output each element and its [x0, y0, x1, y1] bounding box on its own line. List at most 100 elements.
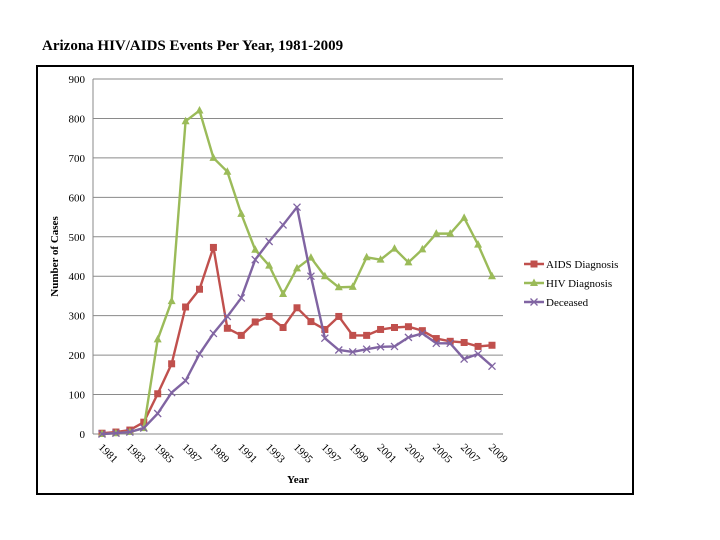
legend-item-deceased: Deceased	[524, 297, 589, 309]
data-point-aids-diagnosis	[182, 303, 190, 311]
y-tick-label: 500	[69, 232, 86, 244]
data-point-deceased	[111, 429, 120, 438]
data-point-deceased	[404, 333, 413, 342]
data-point-aids-diagnosis	[391, 324, 398, 331]
y-tick-labels: 0 100 200 300 400 500 600 700 800 900	[69, 74, 86, 441]
data-point-hiv-diagnosis	[432, 229, 441, 237]
data-point-aids-diagnosis	[432, 335, 440, 343]
data-point-aids-diagnosis	[474, 342, 482, 350]
data-point-hiv-diagnosis	[334, 282, 343, 291]
legend-item-aids-diagnosis: AIDS Diagnosis	[524, 259, 618, 271]
legend-marker-hiv-diagnosis	[530, 278, 538, 286]
data-point-deceased	[460, 355, 469, 364]
legend-item-hiv-diagnosis: HIV Diagnosis	[524, 278, 612, 290]
data-point-hiv-diagnosis	[181, 116, 190, 125]
x-tick-label: 1999	[347, 442, 371, 466]
data-point-aids-diagnosis	[293, 304, 301, 312]
data-point-aids-diagnosis	[196, 285, 203, 293]
x-tick-label: 1983	[124, 442, 148, 466]
data-point-hiv-diagnosis	[320, 271, 329, 280]
data-point-aids-diagnosis	[363, 331, 371, 339]
data-point-hiv-diagnosis	[251, 245, 260, 253]
series-line-deceased	[101, 205, 493, 436]
data-point-aids-diagnosis	[460, 338, 468, 346]
data-point-deceased	[265, 237, 274, 246]
legend-label-deceased: Deceased	[546, 297, 589, 309]
data-point-aids-diagnosis	[168, 360, 176, 368]
data-point-deceased	[488, 362, 496, 371]
data-point-deceased	[237, 293, 246, 302]
data-point-aids-diagnosis	[321, 325, 329, 333]
x-tick-label: 1989	[207, 442, 231, 466]
data-point-aids-diagnosis	[209, 243, 217, 251]
y-axis-title: Number of Cases	[49, 216, 61, 297]
data-point-deceased	[181, 376, 190, 385]
data-point-aids-diagnosis	[223, 324, 231, 332]
x-tick-label: 1997	[319, 442, 343, 466]
x-tick-label: 2009	[486, 442, 510, 466]
data-point-aids-diagnosis	[265, 312, 273, 320]
data-point-deceased	[348, 347, 357, 356]
y-tick-label: 300	[69, 311, 86, 323]
x-tick-label: 2003	[402, 442, 426, 466]
data-point-deceased	[251, 255, 260, 264]
data-point-hiv-diagnosis	[279, 289, 288, 297]
x-tick-label: 1995	[291, 442, 315, 466]
x-tick-labels: 1981 1983 1985 1987 1989 1991 1993 1995 1997 1999…	[96, 442, 510, 466]
data-point-deceased	[209, 329, 218, 338]
series-lines	[98, 106, 496, 438]
data-point-aids-diagnosis	[154, 390, 162, 398]
gridlines	[92, 78, 503, 435]
data-point-deceased	[418, 329, 427, 338]
data-point-hiv-diagnosis	[237, 209, 246, 217]
data-point-hiv-diagnosis	[390, 244, 399, 252]
data-point-deceased	[334, 346, 343, 354]
x-tick-label: 1981	[96, 442, 120, 466]
data-point-hiv-diagnosis	[293, 263, 301, 272]
series-hiv-diagnosis	[98, 106, 496, 437]
data-point-deceased	[432, 339, 441, 348]
data-point-aids-diagnosis	[279, 324, 287, 331]
data-point-hiv-diagnosis	[348, 282, 357, 290]
data-point-aids-diagnosis	[237, 331, 245, 339]
legend-label-hiv-diagnosis: HIV Diagnosis	[546, 278, 612, 290]
data-point-hiv-diagnosis	[153, 334, 162, 343]
series-deceased	[98, 203, 496, 438]
x-tick-label: 2001	[374, 442, 398, 466]
data-point-aids-diagnosis	[349, 331, 357, 339]
data-point-hiv-diagnosis	[404, 257, 413, 266]
legend-marker-deceased	[530, 298, 538, 306]
data-point-deceased	[223, 312, 232, 321]
x-tick-label: 1991	[235, 442, 259, 466]
y-tick-label: 0	[80, 429, 86, 441]
data-point-hiv-diagnosis	[460, 213, 469, 221]
data-point-deceased	[474, 349, 483, 358]
data-point-deceased	[125, 428, 134, 436]
data-point-aids-diagnosis	[446, 337, 454, 345]
y-tick-label: 100	[69, 390, 86, 402]
data-point-hiv-diagnosis	[446, 229, 455, 237]
legend-label-aids-diagnosis: AIDS Diagnosis	[546, 259, 618, 271]
data-point-aids-diagnosis	[335, 312, 343, 320]
y-tick-label: 900	[69, 74, 86, 86]
data-point-hiv-diagnosis	[167, 296, 176, 305]
y-tick-label: 600	[69, 192, 86, 204]
y-tick-label: 700	[69, 153, 86, 165]
chart-frame: 0 100 200 300 400 500 600 700 800 900 1981 1983 198…	[36, 65, 634, 495]
data-point-hiv-diagnosis	[306, 253, 315, 261]
data-point-deceased	[98, 430, 106, 438]
data-point-deceased	[446, 339, 455, 348]
data-point-aids-diagnosis	[377, 325, 385, 333]
x-axis-title: Year	[287, 474, 309, 486]
data-point-hiv-diagnosis	[362, 252, 371, 261]
data-point-deceased	[376, 342, 385, 351]
data-point-aids-diagnosis	[251, 318, 259, 326]
data-point-deceased	[279, 220, 288, 229]
data-point-hiv-diagnosis	[418, 244, 427, 253]
y-tick-label: 200	[69, 350, 86, 362]
y-tick-label: 400	[69, 271, 86, 283]
data-point-aids-diagnosis	[404, 323, 412, 331]
data-point-hiv-diagnosis	[488, 271, 496, 280]
legend: AIDS Diagnosis HIV Diagnosis Deceased	[524, 259, 618, 309]
